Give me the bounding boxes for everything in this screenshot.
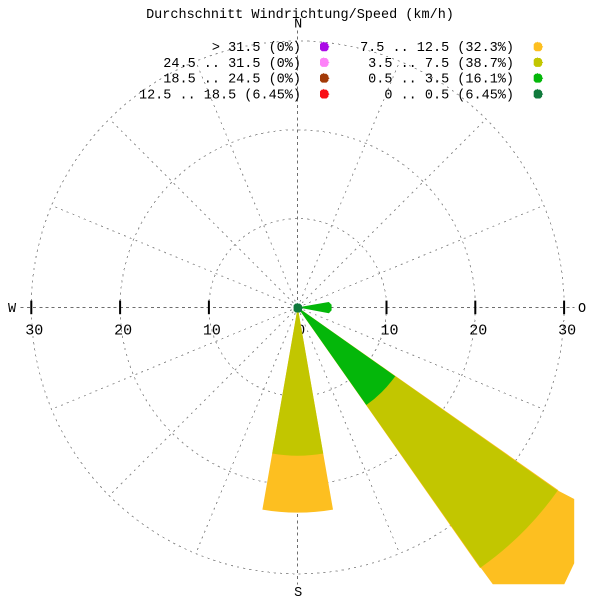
svg-text:10: 10 xyxy=(380,323,398,340)
svg-text:20: 20 xyxy=(114,323,132,340)
svg-text:O: O xyxy=(578,302,586,317)
svg-text:3.5 .. 7.5 (38.7%): 3.5 .. 7.5 (38.7%) xyxy=(368,57,514,72)
svg-text:> 31.5 (0%): > 31.5 (0%) xyxy=(212,41,301,56)
svg-text:7.5 .. 12.5 (32.3%): 7.5 .. 12.5 (32.3%) xyxy=(360,41,514,56)
svg-text:0 .. 0.5 (6.45%): 0 .. 0.5 (6.45%) xyxy=(384,88,514,103)
svg-text:N: N xyxy=(294,17,302,32)
svg-text:20: 20 xyxy=(469,323,487,340)
svg-text:10: 10 xyxy=(203,323,221,340)
svg-text:W: W xyxy=(8,302,17,317)
svg-text:18.5 .. 24.5 (0%): 18.5 .. 24.5 (0%) xyxy=(163,73,301,88)
svg-text:12.5 .. 18.5 (6.45%): 12.5 .. 18.5 (6.45%) xyxy=(139,88,301,103)
svg-text:S: S xyxy=(294,586,302,600)
svg-text:30: 30 xyxy=(25,323,43,340)
svg-text:24.5 .. 31.5 (0%): 24.5 .. 31.5 (0%) xyxy=(163,57,301,72)
svg-text:Durchschnitt Windrichtung/Spee: Durchschnitt Windrichtung/Speed (km/h) xyxy=(146,8,454,23)
svg-text:30: 30 xyxy=(558,323,576,340)
svg-text:0.5 .. 3.5 (16.1%): 0.5 .. 3.5 (16.1%) xyxy=(368,73,514,88)
